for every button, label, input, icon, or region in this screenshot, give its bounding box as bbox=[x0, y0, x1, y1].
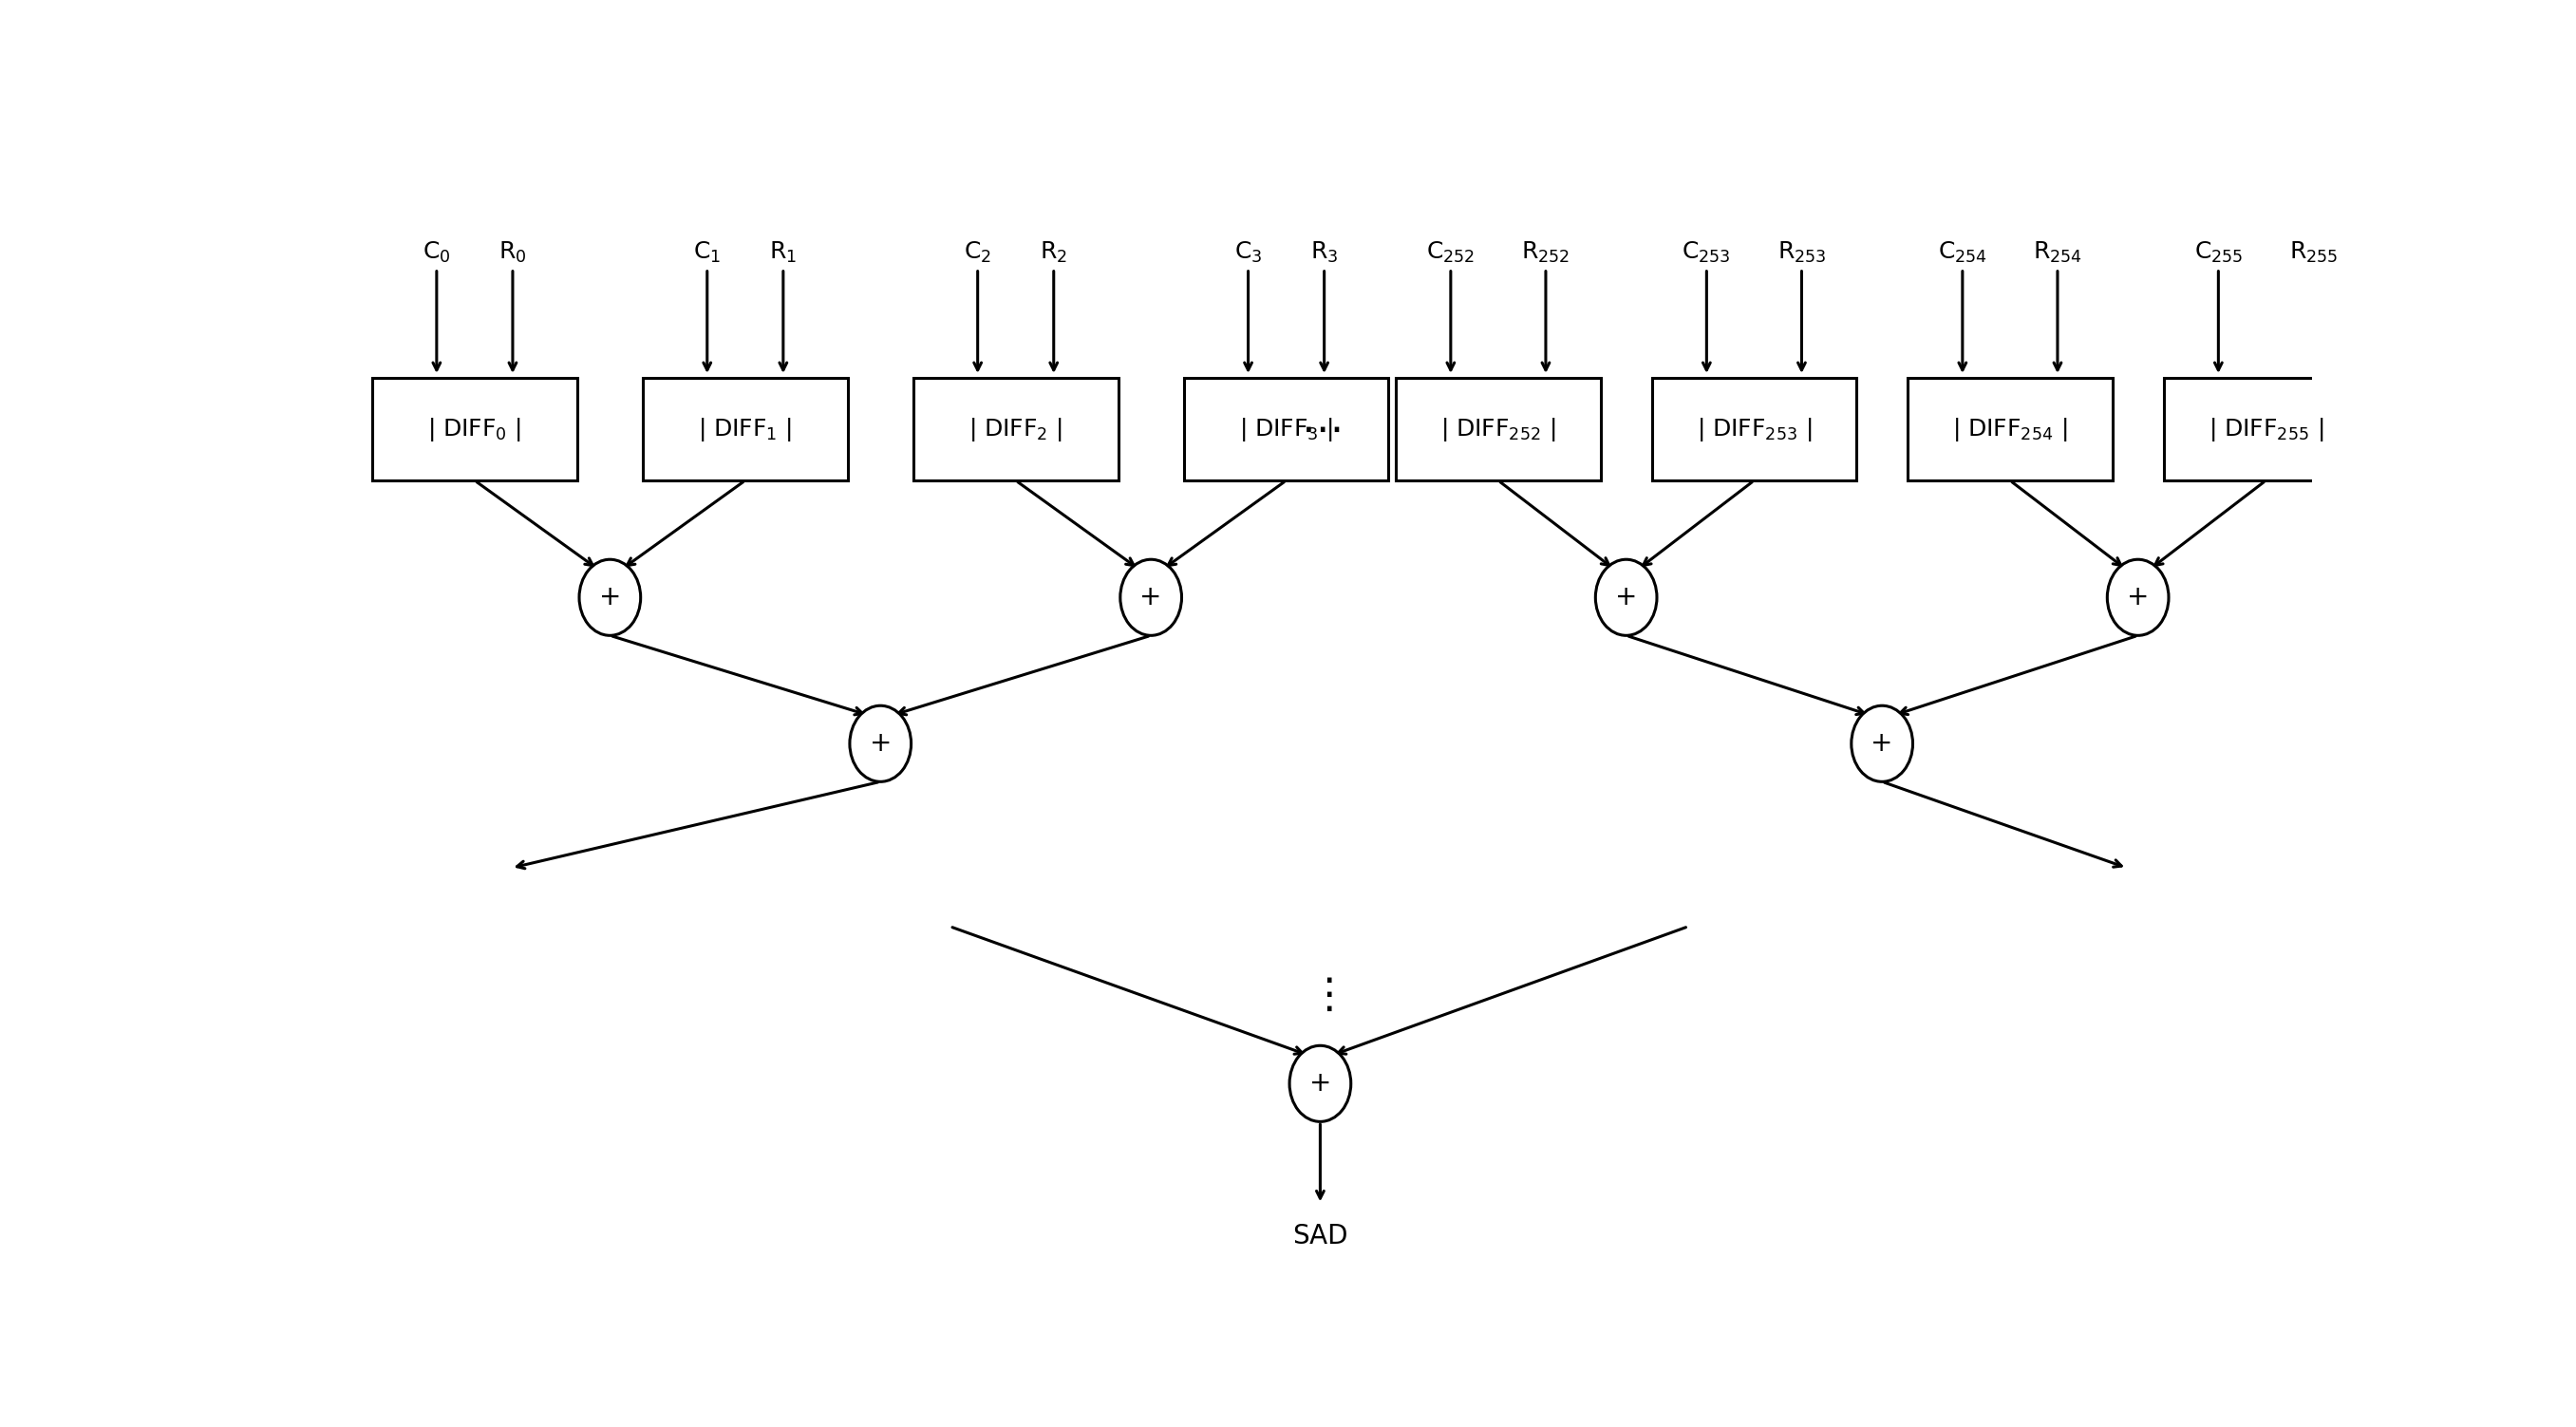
Text: C$_{253}$: C$_{253}$ bbox=[1682, 240, 1731, 265]
FancyBboxPatch shape bbox=[1185, 378, 1388, 481]
Text: | DIFF$_2$ |: | DIFF$_2$ | bbox=[969, 415, 1064, 442]
Text: +: + bbox=[2128, 584, 2148, 611]
Text: | DIFF$_{254}$ |: | DIFF$_{254}$ | bbox=[1953, 415, 2069, 442]
Ellipse shape bbox=[1121, 559, 1182, 635]
Text: $\cdots$: $\cdots$ bbox=[1301, 410, 1340, 450]
Text: $\vdots$: $\vdots$ bbox=[1309, 976, 1332, 1016]
Text: C$_{254}$: C$_{254}$ bbox=[1937, 240, 1986, 265]
Ellipse shape bbox=[2107, 559, 2169, 635]
FancyBboxPatch shape bbox=[1651, 378, 1857, 481]
FancyBboxPatch shape bbox=[914, 378, 1118, 481]
Text: | DIFF$_0$ |: | DIFF$_0$ | bbox=[428, 415, 523, 442]
Text: R$_0$: R$_0$ bbox=[500, 240, 526, 265]
Text: R$_1$: R$_1$ bbox=[770, 240, 796, 265]
Text: R$_{255}$: R$_{255}$ bbox=[2290, 240, 2339, 265]
Text: R$_3$: R$_3$ bbox=[1311, 240, 1337, 265]
Text: C$_1$: C$_1$ bbox=[693, 240, 721, 265]
Ellipse shape bbox=[1852, 705, 1914, 782]
Text: +: + bbox=[1139, 584, 1162, 611]
Text: | DIFF$_{253}$ |: | DIFF$_{253}$ | bbox=[1698, 415, 1811, 442]
Text: +: + bbox=[1870, 731, 1893, 756]
Text: R$_{252}$: R$_{252}$ bbox=[1522, 240, 1571, 265]
FancyBboxPatch shape bbox=[2164, 378, 2367, 481]
Ellipse shape bbox=[850, 705, 912, 782]
FancyBboxPatch shape bbox=[1909, 378, 2112, 481]
Text: SAD: SAD bbox=[1293, 1223, 1347, 1249]
Text: C$_{252}$: C$_{252}$ bbox=[1427, 240, 1476, 265]
Ellipse shape bbox=[1291, 1046, 1350, 1122]
FancyBboxPatch shape bbox=[644, 378, 848, 481]
Ellipse shape bbox=[1595, 559, 1656, 635]
Text: +: + bbox=[1615, 584, 1638, 611]
Text: +: + bbox=[1309, 1070, 1332, 1097]
Text: +: + bbox=[598, 584, 621, 611]
Text: | DIFF$_3$ |: | DIFF$_3$ | bbox=[1239, 415, 1334, 442]
FancyBboxPatch shape bbox=[374, 378, 577, 481]
Text: +: + bbox=[868, 731, 891, 756]
Text: | DIFF$_{252}$ |: | DIFF$_{252}$ | bbox=[1440, 415, 1556, 442]
FancyBboxPatch shape bbox=[1396, 378, 1600, 481]
Text: C$_2$: C$_2$ bbox=[963, 240, 992, 265]
Text: | DIFF$_1$ |: | DIFF$_1$ | bbox=[698, 415, 793, 442]
Text: R$_{253}$: R$_{253}$ bbox=[1777, 240, 1826, 265]
Text: | DIFF$_{255}$ |: | DIFF$_{255}$ | bbox=[2208, 415, 2324, 442]
Text: R$_{254}$: R$_{254}$ bbox=[2032, 240, 2081, 265]
Text: C$_3$: C$_3$ bbox=[1234, 240, 1262, 265]
Ellipse shape bbox=[580, 559, 641, 635]
Text: C$_{255}$: C$_{255}$ bbox=[2195, 240, 2244, 265]
Text: R$_2$: R$_2$ bbox=[1041, 240, 1066, 265]
Text: C$_0$: C$_0$ bbox=[422, 240, 451, 265]
